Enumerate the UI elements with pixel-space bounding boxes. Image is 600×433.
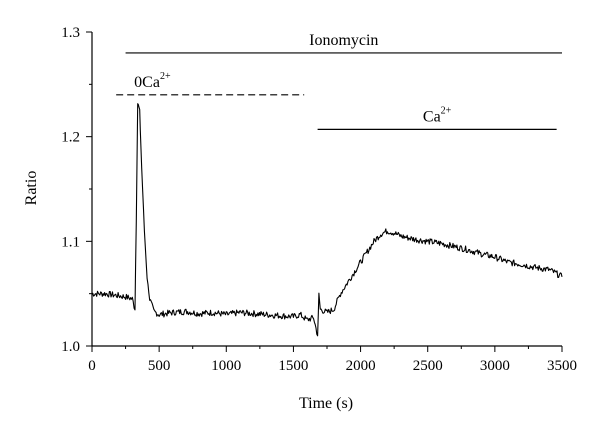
y-tick-label: 1.2: [61, 130, 80, 146]
y-tick-label: 1.3: [61, 25, 80, 41]
annotation-text: 0Ca: [134, 74, 160, 91]
y-axis-title: Ratio: [23, 171, 40, 206]
x-tick-label: 3500: [547, 358, 577, 374]
annotation-text: Ionomycin: [309, 32, 378, 49]
x-tick-label: 0: [88, 358, 96, 374]
annotation-label-0: Ionomycin: [309, 32, 378, 49]
y-tick-label: 1.1: [61, 234, 80, 250]
y-tick-label: 1.0: [61, 339, 80, 355]
x-axis-title: Time (s): [299, 395, 353, 412]
x-tick-label: 2500: [413, 358, 443, 374]
tick-labels: 0 500 1000 1500 2000 2500 3000 3500 1.0 1.1 1.2 1.3: [61, 25, 577, 374]
x-tick-label: 3000: [480, 358, 510, 374]
series-line-0: [91, 103, 563, 337]
annotation-text: Ca: [423, 108, 441, 125]
x-tick-label: 1500: [278, 358, 308, 374]
x-tick-label: 500: [148, 358, 171, 374]
series-group: [91, 103, 563, 337]
x-tick-label: 1000: [211, 358, 241, 374]
x-tick-label: 2000: [346, 358, 376, 374]
annotation-superscript: 2+: [441, 105, 452, 116]
annotation-label-2: Ca2+: [423, 105, 452, 125]
axis-ticks: [86, 31, 563, 352]
annotation-superscript: 2+: [160, 71, 171, 82]
annotation-label-1: 0Ca2+: [134, 71, 171, 91]
